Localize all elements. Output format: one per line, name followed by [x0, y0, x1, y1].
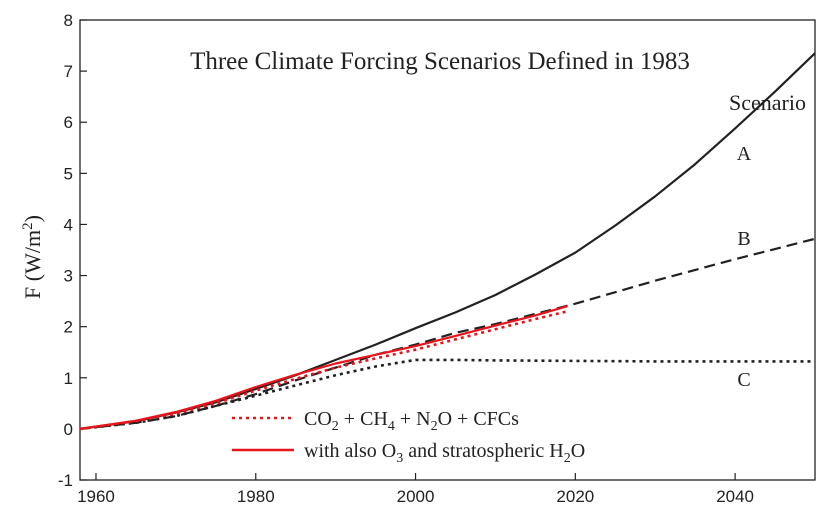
y-tick-label: 1	[64, 369, 73, 388]
legend: CO2 + CH4 + N2O + CFCs with also O3 and s…	[232, 408, 585, 466]
series-line	[79, 237, 816, 430]
y-tick-label: 5	[64, 164, 73, 183]
series-line	[79, 305, 568, 430]
curve-label-b: B	[737, 228, 750, 250]
y-tick-label: 4	[64, 215, 73, 234]
curve-label-c: C	[737, 369, 750, 391]
x-tick-label: 2020	[556, 487, 594, 506]
y-tick-label: 3	[64, 267, 73, 286]
y-tick-label: -1	[58, 471, 73, 490]
x-tick-label: 2040	[716, 487, 754, 506]
chart-title: Three Climate Forcing Scenarios Defined …	[190, 48, 690, 75]
plot-frame	[79, 19, 816, 481]
series-line	[79, 358, 815, 431]
y-tick-label: 0	[64, 420, 73, 439]
series-line	[79, 52, 816, 430]
legend-label: with also O3 and stratospheric H2O	[304, 440, 585, 466]
x-tick-label: 1980	[237, 487, 275, 506]
x-tick-label: 1960	[77, 487, 115, 506]
scenario-heading: Scenario	[729, 90, 806, 115]
series-line	[79, 310, 568, 431]
y-tick-label: 8	[64, 11, 73, 30]
curve-label-a: A	[737, 143, 752, 165]
y-tick-label: 7	[64, 62, 73, 81]
y-axis-label: F (W/m2)	[20, 215, 45, 299]
x-tick-label: 2000	[397, 487, 435, 506]
series-lines	[79, 52, 816, 431]
y-tick-label: 6	[64, 113, 73, 132]
y-tick-label: 2	[64, 318, 73, 337]
legend-label: CO2 + CH4 + N2O + CFCs	[304, 408, 519, 434]
axis-ticks: 1960 1980 2000 2020 2040 -1 0 1 2 3 4 5 6 7 8	[58, 11, 754, 506]
